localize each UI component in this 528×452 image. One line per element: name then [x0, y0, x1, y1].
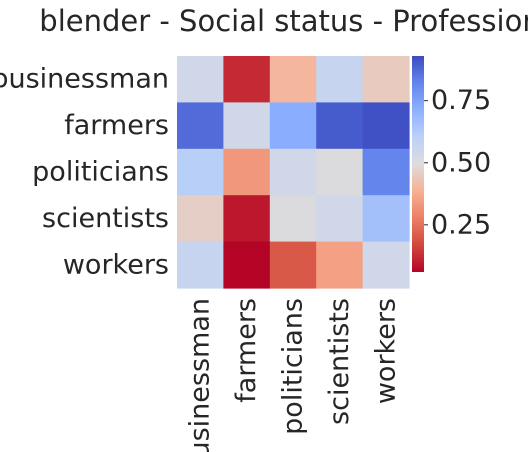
row-label-businessman: businessman — [0, 64, 169, 95]
colorbar-tick-label: 0.75 — [431, 85, 491, 116]
heatmap-cell-politicians-workers — [362, 148, 410, 196]
column-label-businessman: businessman — [185, 298, 216, 452]
heatmap-cell-farmers-politicians — [269, 102, 317, 150]
heatmap-cell-businessman-politicians — [269, 56, 317, 103]
heatmap-cell-politicians-politicians — [269, 148, 317, 196]
heatmap-cell-businessman-farmers — [223, 56, 271, 103]
row-label-scientists: scientists — [42, 203, 169, 234]
heatmap-cell-scientists-scientists — [316, 195, 364, 243]
heatmap-cell-scientists-politicians — [269, 195, 317, 243]
column-label-scientists: scientists — [324, 298, 355, 425]
column-tick-labels: businessman farmers politicians scientists w… — [185, 298, 402, 452]
column-label-politicians: politicians — [278, 298, 309, 435]
heatmap-cell-workers-businessman — [177, 241, 224, 289]
heatmap-cells — [177, 56, 410, 289]
colorbar-tick-label: 0.25 — [431, 209, 491, 240]
chart-title: blender - Social status - Profession — [39, 4, 528, 38]
heatmap-cell-scientists-farmers — [223, 195, 271, 243]
heatmap-cell-farmers-farmers — [223, 102, 271, 150]
column-label-farmers: farmers — [231, 298, 262, 403]
row-tick-labels: businessman farmers politicians scientists w… — [0, 64, 169, 281]
heatmap-cell-businessman-businessman — [177, 56, 224, 103]
heatmap-cell-workers-farmers — [223, 241, 271, 289]
heatmap-cell-farmers-businessman — [177, 102, 224, 150]
heatmap-cell-businessman-scientists — [316, 56, 364, 103]
heatmap-cell-workers-politicians — [269, 241, 317, 289]
heatmap-cell-politicians-scientists — [316, 148, 364, 196]
heatmap-cell-businessman-workers — [362, 56, 410, 103]
column-label-workers: workers — [370, 298, 401, 404]
colorbar-ticks: 0.25 0.50 0.75 — [424, 85, 491, 240]
heatmap-cell-workers-scientists — [316, 241, 364, 289]
colorbar-tick-label: 0.50 — [431, 147, 491, 178]
heatmap-cell-workers-workers — [362, 241, 410, 289]
heatmap-cell-politicians-businessman — [177, 148, 224, 196]
row-label-workers: workers — [63, 249, 169, 280]
heatmap-cell-farmers-scientists — [316, 102, 364, 150]
heatmap-cell-farmers-workers — [362, 102, 410, 150]
row-label-politicians: politicians — [32, 157, 169, 188]
heatmap-cell-scientists-workers — [362, 195, 410, 243]
colorbar — [412, 56, 424, 272]
heatmap-cell-scientists-businessman — [177, 195, 224, 243]
heatmap-cell-politicians-farmers — [223, 148, 271, 196]
row-label-farmers: farmers — [64, 110, 169, 141]
